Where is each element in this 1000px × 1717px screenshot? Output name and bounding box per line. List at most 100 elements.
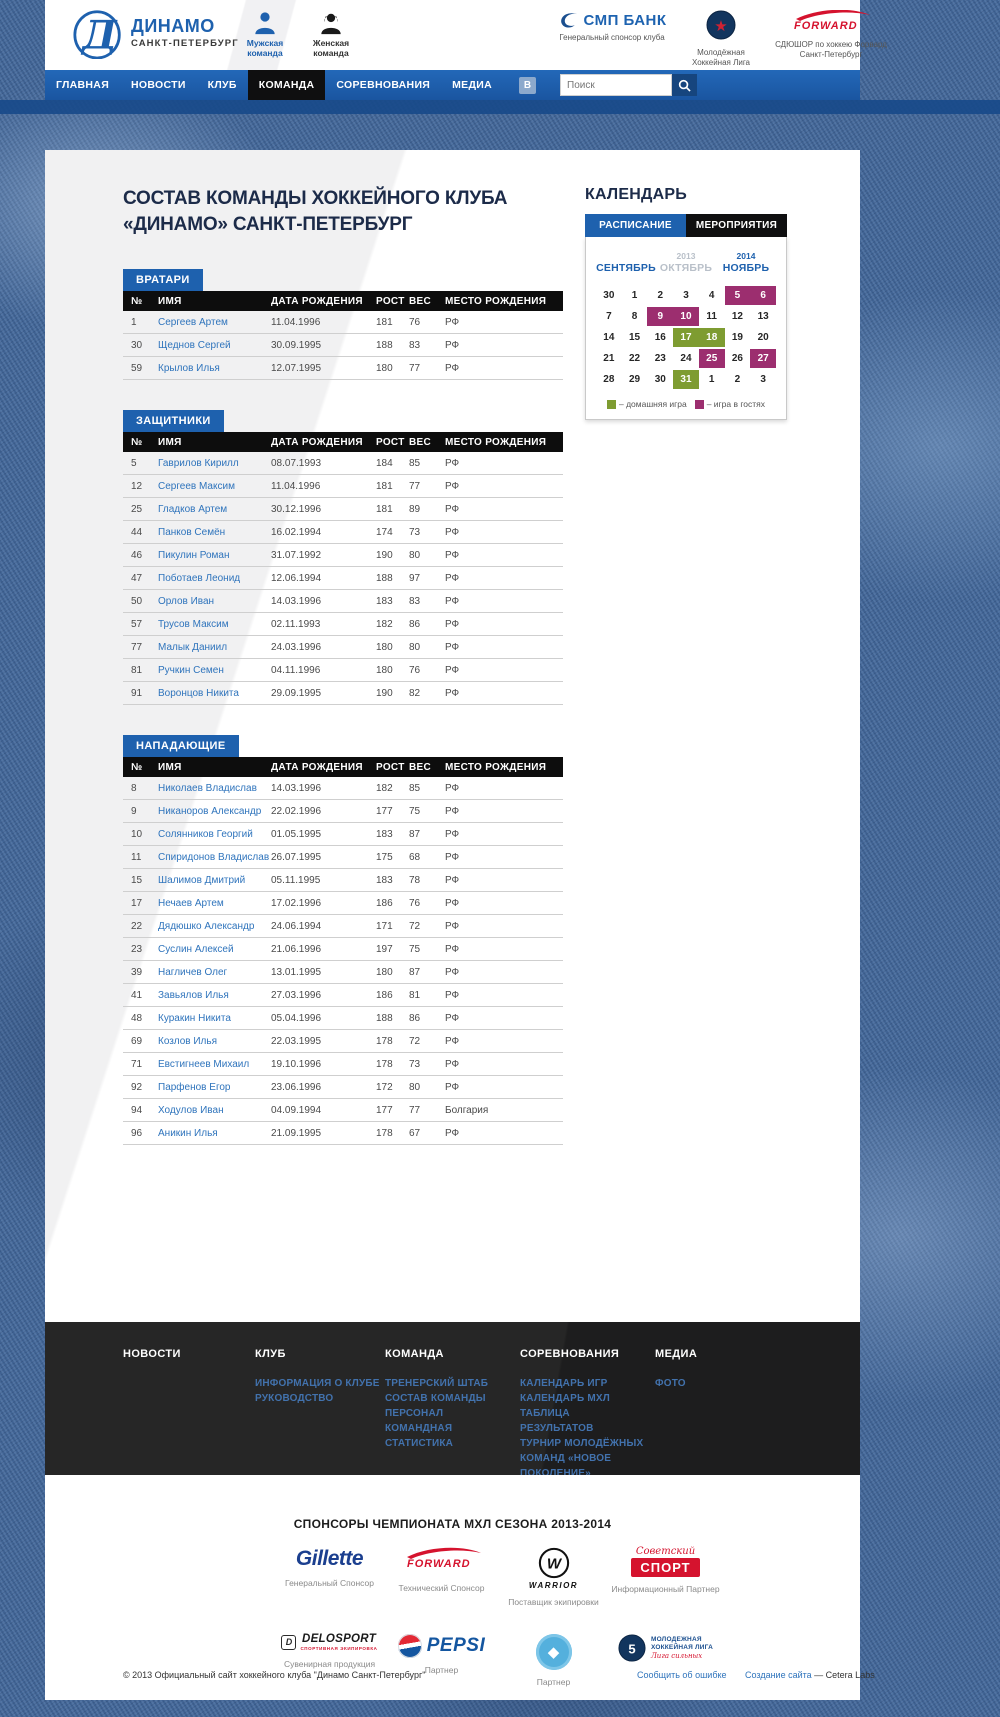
player-link[interactable]: Гладков Артем xyxy=(158,503,228,515)
calendar-day[interactable]: 30 xyxy=(603,290,615,301)
sponsor-warrior[interactable]: W WARRIOR Поставщик экипировки xyxy=(498,1547,610,1608)
sponsor-forward[interactable]: FORWARD СДЮШОР по хоккею Форвард Санкт-П… xyxy=(775,9,887,61)
calendar-day[interactable]: 5 xyxy=(724,286,751,305)
calendar-day[interactable]: 26 xyxy=(731,353,743,364)
footer-link[interactable]: ПЕРСОНАЛ xyxy=(385,1408,444,1419)
dynamo-logo[interactable]: Д ДИНАМО САНКТ-ПЕТЕРБУРГ xyxy=(73,7,239,59)
nav-item[interactable]: СОРЕВНОВАНИЯ xyxy=(336,79,431,91)
calendar-day[interactable]: 20 xyxy=(757,332,769,343)
player-link[interactable]: Крылов Илья xyxy=(158,362,220,374)
calendar-day[interactable]: 6 xyxy=(750,286,776,305)
player-link[interactable]: Ходулов Иван xyxy=(158,1104,224,1116)
footer-link[interactable]: КОМАНДНАЯ СТАТИСТИКА xyxy=(385,1423,454,1449)
calendar-day[interactable]: 19 xyxy=(731,332,743,343)
calendar-day[interactable]: 24 xyxy=(680,353,692,364)
player-link[interactable]: Суслин Алексей xyxy=(158,943,234,955)
player-link[interactable]: Аникин Илья xyxy=(158,1127,218,1139)
sponsor-gillette[interactable]: Gillette Генеральный Спонсор xyxy=(274,1547,386,1589)
player-link[interactable]: Шалимов Дмитрий xyxy=(158,874,246,886)
footer-link[interactable]: КАЛЕНДАРЬ МХЛ xyxy=(520,1393,610,1404)
footer-link[interactable]: КАЛЕНДАРЬ ИГР xyxy=(520,1378,608,1389)
search-input[interactable] xyxy=(560,74,673,96)
calendar-day[interactable]: 8 xyxy=(631,311,638,322)
calendar-day[interactable]: 22 xyxy=(629,353,641,364)
female-team-switch[interactable]: Женская команда xyxy=(303,11,359,59)
sponsor-delosport[interactable]: D DELOSPORT СПОРТИВНАЯ ЭКИПИРОВКА Сувени… xyxy=(274,1634,386,1670)
calendar-day[interactable]: 1 xyxy=(631,290,638,301)
calendar-day[interactable]: 28 xyxy=(603,374,615,385)
calendar-day[interactable]: 2 xyxy=(734,374,741,385)
site-by-link[interactable]: Создание сайта xyxy=(745,1670,812,1680)
calendar-prev-month[interactable]: СЕНТЯБРЬ xyxy=(596,262,656,274)
player-link[interactable]: Гаврилов Кирилл xyxy=(158,457,239,469)
player-link[interactable]: Нагличев Олег xyxy=(158,966,228,978)
player-link[interactable]: Сергеев Артем xyxy=(158,316,228,328)
player-link[interactable]: Воронцов Никита xyxy=(158,687,239,699)
player-link[interactable]: Солянников Георгий xyxy=(158,828,253,840)
search-button[interactable] xyxy=(672,74,698,96)
calendar-day[interactable]: 15 xyxy=(629,332,641,343)
calendar-day[interactable]: 3 xyxy=(683,290,689,301)
calendar-day[interactable]: 3 xyxy=(760,374,766,385)
calendar-day[interactable]: 4 xyxy=(708,290,715,301)
player-link[interactable]: Трусов Максим xyxy=(158,618,229,630)
calendar-day[interactable]: 16 xyxy=(654,332,666,343)
calendar-day[interactable]: 31 xyxy=(673,370,699,389)
calendar-day[interactable]: 14 xyxy=(603,332,615,343)
player-link[interactable]: Щеднов Сергей xyxy=(158,339,231,351)
player-link[interactable]: Орлов Иван xyxy=(158,595,215,607)
calendar-day[interactable]: 29 xyxy=(629,374,641,385)
calendar-day[interactable]: 13 xyxy=(757,311,769,322)
player-link[interactable]: Николаев Владислав xyxy=(158,782,257,794)
calendar-day[interactable]: 30 xyxy=(654,374,666,385)
player-link[interactable]: Спиридонов Владислав xyxy=(158,851,270,863)
player-link[interactable]: Поботаев Леонид xyxy=(158,572,241,584)
player-link[interactable]: Пикулин Роман xyxy=(158,549,230,561)
calendar-day[interactable]: 27 xyxy=(750,349,776,368)
footer-link[interactable]: ТУРНИР МОЛОДЁЖНЫХ КОМАНД «НОВОЕ ПОКОЛЕНИ… xyxy=(520,1438,644,1479)
player-link[interactable]: Завьялов Илья xyxy=(158,989,229,1001)
calendar-day[interactable]: 10 xyxy=(673,307,699,326)
calendar-day[interactable]: 17 xyxy=(673,328,699,347)
nav-item[interactable]: КЛУБ xyxy=(207,79,237,91)
nav-item[interactable]: КОМАНДА xyxy=(247,70,326,100)
report-error-link[interactable]: Сообщить об ошибке xyxy=(637,1670,727,1680)
footer-link[interactable]: ТАБЛИЦА РЕЗУЛЬТАТОВ xyxy=(520,1408,594,1434)
calendar-next-month[interactable]: НОЯБРЬ xyxy=(722,262,770,274)
calendar-tab[interactable]: РАСПИСАНИЕ xyxy=(585,214,686,237)
sponsor-pepsi[interactable]: PEPSI Партнер xyxy=(386,1634,498,1676)
calendar-day[interactable]: 23 xyxy=(654,353,666,364)
nav-item[interactable]: НОВОСТИ xyxy=(131,79,186,91)
footer-link[interactable]: ФОТО xyxy=(655,1378,686,1389)
calendar-day[interactable]: 1 xyxy=(708,374,715,385)
male-team-switch[interactable]: Мужская команда xyxy=(237,11,293,59)
player-link[interactable]: Куракин Никита xyxy=(158,1012,231,1024)
sponsor-sovetsky-sport[interactable]: Советский СПОРТ Информационный Партнер xyxy=(611,1546,720,1595)
calendar-day[interactable]: 18 xyxy=(698,328,725,347)
sponsor-forward-2[interactable]: FORWARD Технический Спонсор xyxy=(386,1547,498,1594)
footer-link[interactable]: СОСТАВ КОМАНДЫ xyxy=(385,1393,486,1404)
calendar-day[interactable]: 11 xyxy=(706,311,717,322)
sponsor-smp-bank[interactable]: СМП БАНК Генеральный спонсор клуба xyxy=(557,10,667,43)
calendar-day[interactable]: 2 xyxy=(657,290,664,301)
player-link[interactable]: Малык Даниил xyxy=(158,641,228,653)
nav-item[interactable]: МЕДИА xyxy=(452,79,493,91)
calendar-day[interactable]: 21 xyxy=(603,353,615,364)
player-link[interactable]: Евстигнеев Михаил xyxy=(158,1058,250,1070)
sponsor-clean-ice[interactable]: ◆ Партнер xyxy=(498,1634,610,1688)
vk-icon[interactable]: В xyxy=(519,76,537,94)
player-link[interactable]: Козлов Илья xyxy=(158,1035,217,1047)
player-link[interactable]: Парфенов Егор xyxy=(158,1081,231,1093)
calendar-day[interactable]: 7 xyxy=(606,311,612,322)
nav-item[interactable]: ГЛАВНАЯ xyxy=(56,79,110,91)
calendar-day[interactable]: 12 xyxy=(731,311,743,322)
player-link[interactable]: Панков Семён xyxy=(158,526,226,538)
calendar-tab[interactable]: МЕРОПРИЯТИЯ xyxy=(686,214,787,237)
player-link[interactable]: Никаноров Александр xyxy=(158,805,262,817)
footer-link[interactable]: ИНФОРМАЦИЯ О КЛУБЕ xyxy=(255,1378,380,1389)
footer-link[interactable]: РУКОВОДСТВО xyxy=(255,1393,334,1404)
calendar-day[interactable]: 25 xyxy=(698,349,725,368)
sponsor-mhl-2[interactable]: 5 МОЛОДЕЖНАЯ ХОККЕЙНАЯ ЛИГА Лига сильных xyxy=(610,1634,722,1662)
player-link[interactable]: Нечаев Артем xyxy=(158,897,224,909)
sponsor-mhl[interactable]: ★ Молодёжная Хоккейная Лига xyxy=(683,10,759,69)
